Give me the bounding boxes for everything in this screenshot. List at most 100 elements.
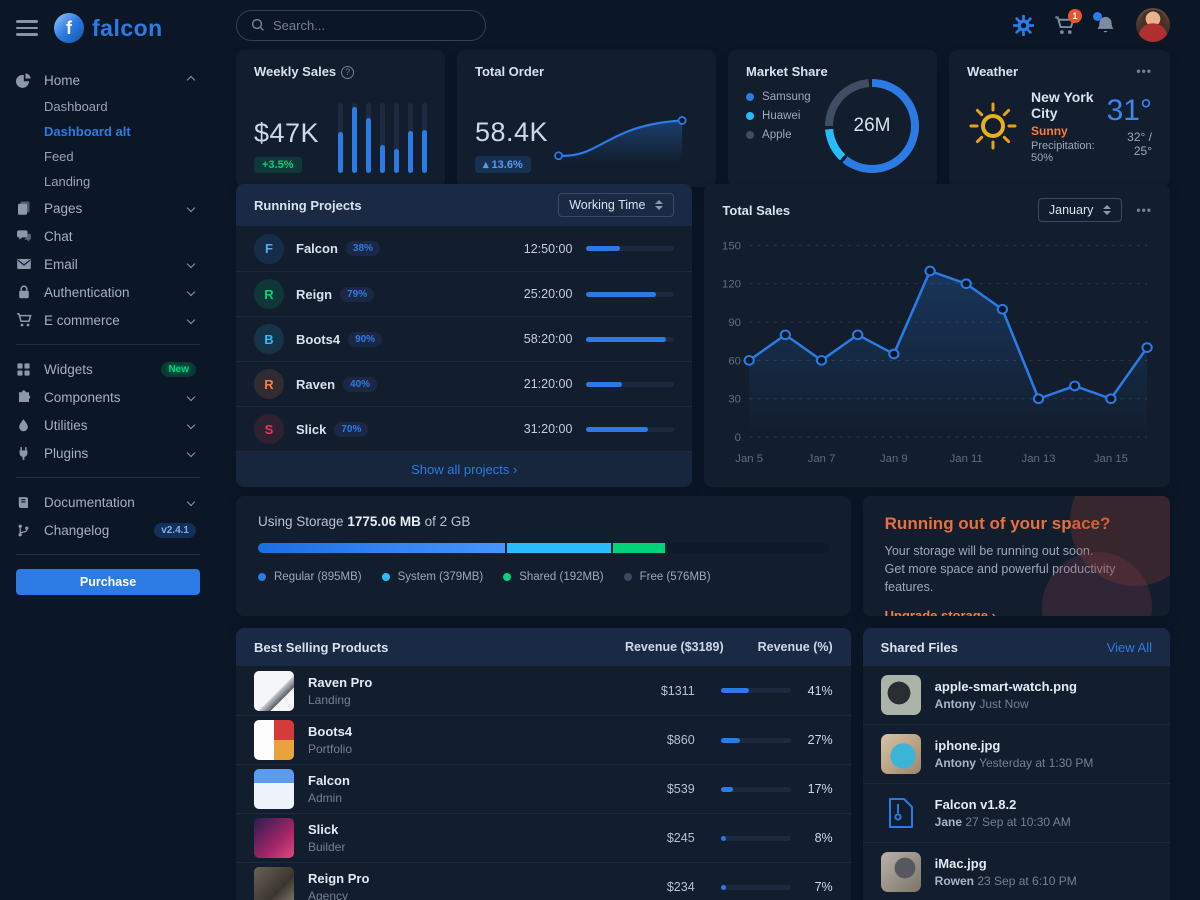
file-row: Falcon v1.8.2 Jane 27 Sep at 10:30 AM — [862, 783, 1170, 842]
storage-title: Using Storage 1775.06 MB of 2 GB — [258, 514, 471, 529]
product-row: Boots4 Portfolio $860 27% — [236, 715, 851, 764]
working-time-select[interactable]: Working Time — [558, 193, 675, 217]
project-row: R Reign 79% 25:20:00 — [236, 271, 693, 316]
sidebar-item-feed[interactable]: Feed — [44, 149, 74, 164]
sidebar-divider — [16, 477, 200, 478]
card-title: Best Selling Products — [254, 639, 389, 655]
sidebar-item-home[interactable]: Home — [16, 66, 200, 94]
product-row: Slick Builder $245 8% — [236, 813, 851, 862]
stats-row: Weekly Sales? $47K +3.5% — [236, 50, 1170, 187]
weather-menu-icon[interactable]: ••• — [1136, 64, 1152, 78]
column-revenue: Revenue ($3189) — [624, 640, 724, 654]
sidebar-item-components[interactable]: Components — [16, 383, 200, 411]
revenue-bar — [720, 688, 791, 693]
market-share-legend: Samsung Huawei Apple — [746, 87, 811, 173]
sidebar-item-landing[interactable]: Landing — [44, 174, 91, 189]
chevron-up-icon — [186, 75, 196, 85]
info-icon[interactable]: ? — [341, 65, 355, 79]
sidebar-item-email[interactable]: Email — [16, 250, 200, 278]
sidebar-item-authentication[interactable]: Authentication — [16, 278, 200, 306]
show-all-projects-link[interactable]: Show all projects › — [411, 462, 518, 477]
best-selling-card: Best Selling Products Revenue ($3189) Re… — [236, 628, 851, 900]
running-projects-card: Running Projects Working Time F Falcon 3… — [236, 184, 693, 487]
project-progress-bar — [586, 246, 675, 251]
project-time: 12:50:00 — [523, 241, 573, 256]
total-order-value: 58.4K — [474, 117, 549, 147]
cart-icon[interactable]: 1 — [1054, 8, 1082, 36]
chart-pie-icon — [16, 72, 33, 88]
product-row: Falcon Admin $539 17% — [236, 764, 851, 813]
chevron-down-icon — [186, 497, 196, 507]
promo-body: Your storage will be running out soon. G… — [884, 544, 1116, 595]
svg-text:Jan 7: Jan 7 — [808, 453, 836, 465]
falcon-logo[interactable]: f falcon — [54, 13, 163, 43]
weekly-sales-card: Weekly Sales? $47K +3.5% — [236, 50, 445, 187]
upgrade-storage-link[interactable]: Upgrade storage › — [884, 608, 996, 616]
search-box[interactable] — [236, 9, 486, 41]
products-table: Raven Pro Landing $1311 41% Boots4 Portfol… — [236, 666, 851, 900]
sidebar-divider — [16, 554, 200, 555]
file-row: apple-smart-watch.png Antony Just Now — [863, 666, 1170, 724]
settings-gear-icon[interactable] — [1013, 14, 1034, 36]
purchase-button[interactable]: Purchase — [16, 569, 200, 595]
storage-card: Using Storage 1775.06 MB of 2 GB Regular… — [236, 496, 851, 616]
weekly-sales-bar-chart — [337, 103, 427, 173]
svg-text:60: 60 — [729, 356, 742, 368]
select-arrows-icon — [1103, 205, 1112, 215]
sidebar-item-dashboard[interactable]: Dashboard — [44, 99, 108, 114]
svg-text:30: 30 — [729, 394, 742, 406]
chevron-down-icon — [186, 448, 196, 458]
brand-name: falcon — [92, 14, 163, 41]
market-share-donut: 26M — [825, 79, 920, 173]
product-thumbnail — [254, 769, 294, 809]
product-row: Raven Pro Landing $1311 41% — [236, 666, 851, 715]
project-row: F Falcon 38% 12:50:00 — [236, 226, 692, 271]
chevron-down-icon — [186, 392, 196, 402]
sidebar-item-utilities[interactable]: Utilities — [16, 411, 200, 439]
file-thumbnail — [880, 675, 921, 715]
svg-text:120: 120 — [722, 279, 741, 291]
version-badge: v2.4.1 — [154, 522, 196, 538]
svg-text:Jan 5: Jan 5 — [736, 453, 764, 465]
sidebar-item-dashboard-alt[interactable]: Dashboard alt — [44, 124, 131, 139]
sidebar-item-widgets[interactable]: Widgets New — [16, 355, 200, 383]
sidebar-item-documentation[interactable]: Documentation — [16, 488, 200, 516]
product-thumbnail — [254, 818, 294, 858]
weather-temperature: 31° — [1106, 94, 1152, 127]
file-thumbnail — [880, 734, 921, 774]
sidebar-nav: Home Dashboard Dashboard alt Feed Landin… — [16, 66, 200, 595]
sidebar-item-chat[interactable]: Chat — [16, 222, 200, 250]
search-input[interactable] — [273, 17, 471, 33]
sidebar-item-plugins[interactable]: Plugins — [16, 439, 200, 467]
market-share-center-value: 26M — [853, 115, 891, 136]
topbar: 1 — [236, 0, 1170, 50]
sidebar-item-ecommerce[interactable]: E commerce — [16, 306, 200, 334]
card-title: Shared Files — [880, 639, 958, 655]
month-select[interactable]: January — [1037, 198, 1123, 222]
notification-dot — [1093, 11, 1102, 21]
projects-sales-row: Running Projects Working Time F Falcon 3… — [236, 184, 1170, 487]
shared-files-card: Shared Files View All apple-smart-watch.… — [862, 628, 1170, 900]
chevron-down-icon — [186, 420, 196, 430]
select-arrows-icon — [655, 200, 664, 210]
progress-badge: 38% — [345, 241, 380, 256]
total-sales-menu-icon[interactable]: ••• — [1136, 203, 1152, 217]
view-all-link[interactable]: View All — [1106, 639, 1152, 655]
topbar-icons: 1 — [1013, 8, 1170, 42]
bell-icon[interactable] — [1093, 11, 1116, 36]
card-title: Weekly Sales — [254, 64, 337, 79]
hamburger-menu-icon[interactable] — [16, 16, 38, 40]
falcon-logo-icon: f — [54, 13, 84, 43]
user-avatar[interactable] — [1136, 8, 1170, 42]
sidebar-item-pages[interactable]: Pages — [16, 194, 200, 222]
lock-icon — [16, 284, 33, 300]
sun-icon — [967, 100, 1019, 152]
svg-text:Jan 13: Jan 13 — [1022, 453, 1056, 465]
space-promo-card: Running out of your space? Your storage … — [862, 496, 1170, 616]
sidebar-item-changelog[interactable]: Changelog v2.4.1 — [16, 516, 200, 544]
storage-legend: Regular (895MB) System (379MB) Shared (1… — [258, 567, 829, 586]
code-branch-icon — [16, 523, 33, 538]
total-order-sparkline — [548, 108, 698, 173]
project-row: B Boots4 90% 58:20:00 — [236, 316, 693, 361]
